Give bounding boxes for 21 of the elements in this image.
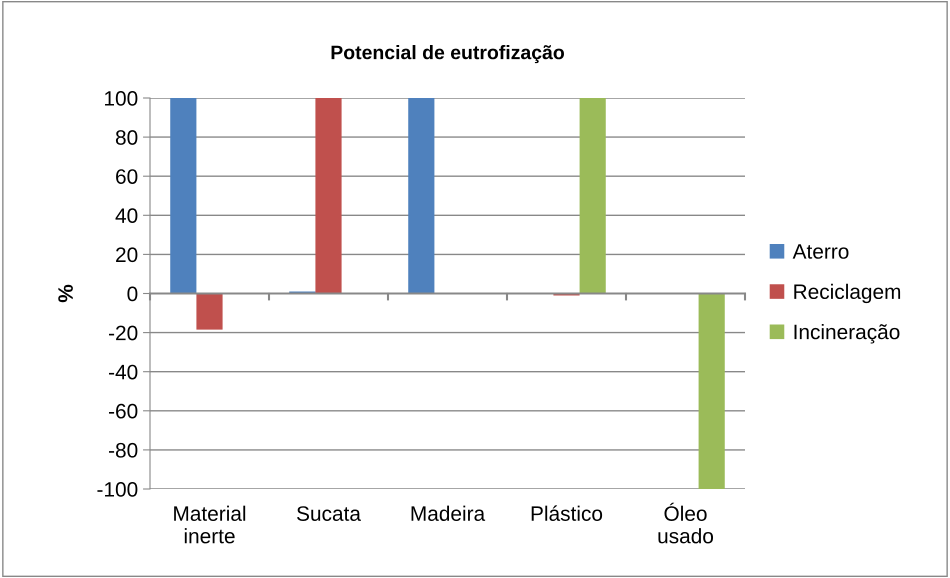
y-tick-label: -60	[109, 404, 138, 419]
x-tick-label: Óleo usado	[658, 502, 714, 544]
legend-label: Incineração	[794, 324, 900, 344]
y-tick-label: 20	[116, 247, 138, 262]
y-tick-label: 80	[116, 130, 138, 145]
y-tick-label: 100	[105, 91, 138, 106]
y-tick-label: -80	[109, 442, 138, 458]
x-tick-label: Plástico	[532, 505, 602, 521]
y-axis-title: %	[58, 284, 73, 302]
legend-label: Aterro	[792, 244, 848, 259]
chart-title: Potencial de eutrofização	[332, 45, 564, 64]
y-tick-label: 0	[127, 286, 138, 302]
legend-label: Reciclagem	[794, 284, 900, 304]
x-tick-label: Madeira	[412, 506, 486, 521]
x-tick-label: Sucata	[297, 506, 361, 521]
y-tick-label: -100	[97, 482, 138, 497]
y-tick-label: 40	[116, 208, 138, 224]
y-tick-label: 60	[116, 169, 138, 184]
y-tick-label: -40	[109, 364, 138, 380]
x-tick-label: Material inerte	[174, 506, 246, 544]
y-tick-label: -20	[109, 326, 138, 340]
